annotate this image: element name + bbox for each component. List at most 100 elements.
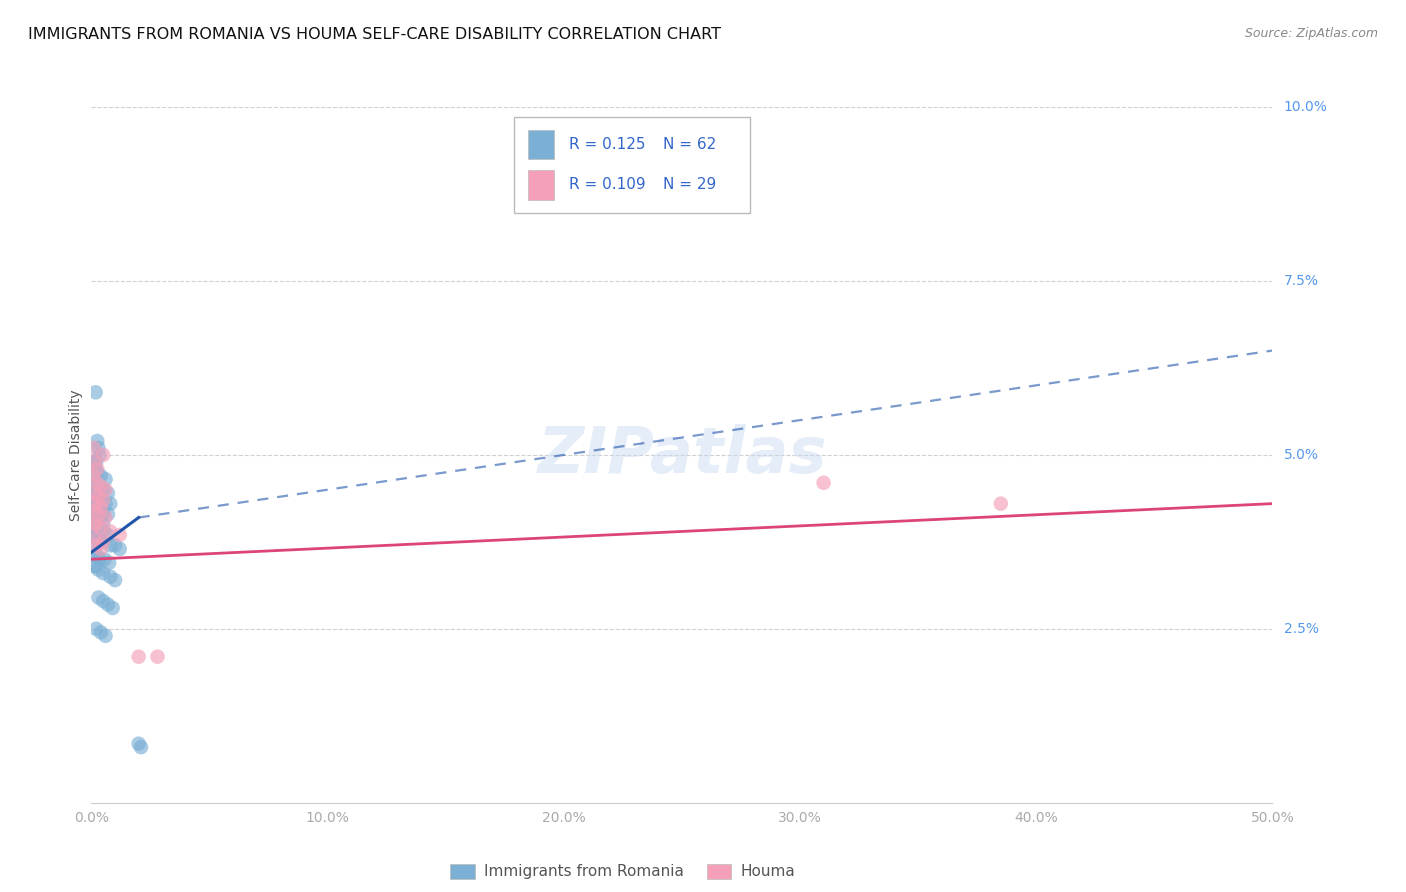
Point	[98, 570, 121, 584]
Point	[101, 601, 124, 615]
Point	[108, 541, 131, 556]
Point	[87, 534, 110, 549]
Point	[98, 556, 121, 570]
Point	[90, 625, 112, 640]
Text: ZIPatlas: ZIPatlas	[537, 424, 827, 486]
Text: R = 0.109: R = 0.109	[568, 178, 645, 193]
Point	[90, 541, 112, 556]
Text: 2.5%: 2.5%	[1284, 622, 1319, 636]
Point	[87, 514, 110, 528]
Point	[86, 434, 108, 448]
Point	[84, 475, 107, 490]
Point	[89, 448, 111, 462]
Point	[83, 521, 105, 535]
Point	[93, 552, 115, 566]
Point	[83, 500, 105, 514]
Point	[84, 497, 107, 511]
Point	[83, 441, 105, 455]
Point	[83, 490, 105, 504]
Point	[83, 559, 105, 574]
Point	[87, 524, 110, 539]
Point	[990, 497, 1012, 511]
Point	[94, 510, 117, 524]
Point	[84, 532, 107, 546]
Point	[90, 500, 112, 514]
Point	[86, 462, 108, 476]
Point	[87, 503, 110, 517]
FancyBboxPatch shape	[529, 130, 554, 159]
Point	[84, 490, 107, 504]
Point	[86, 493, 108, 508]
Point	[98, 524, 121, 539]
Text: 10.0%: 10.0%	[1284, 100, 1327, 114]
Point	[91, 534, 114, 549]
Point	[84, 545, 107, 559]
Point	[84, 532, 107, 546]
Text: N = 29: N = 29	[664, 178, 716, 193]
Point	[90, 521, 112, 535]
FancyBboxPatch shape	[515, 118, 751, 213]
Point	[83, 486, 105, 500]
Point	[97, 598, 120, 612]
Point	[813, 475, 835, 490]
Point	[84, 385, 107, 400]
Text: N = 62: N = 62	[664, 137, 716, 153]
Point	[83, 503, 105, 517]
Point	[146, 649, 169, 664]
Point	[84, 503, 107, 517]
Point	[83, 510, 105, 524]
Point	[104, 573, 127, 587]
Point	[97, 486, 120, 500]
Point	[98, 497, 121, 511]
Point	[128, 649, 150, 664]
Text: IMMIGRANTS FROM ROMANIA VS HOUMA SELF-CARE DISABILITY CORRELATION CHART: IMMIGRANTS FROM ROMANIA VS HOUMA SELF-CA…	[28, 27, 721, 42]
Point	[94, 483, 117, 497]
Point	[104, 538, 127, 552]
Point	[89, 552, 111, 566]
Point	[86, 549, 108, 563]
Point	[91, 507, 114, 521]
Point	[129, 740, 152, 755]
Point	[84, 622, 107, 636]
Text: Source: ZipAtlas.com: Source: ZipAtlas.com	[1244, 27, 1378, 40]
Point	[87, 490, 110, 504]
Point	[87, 563, 110, 577]
Point	[97, 507, 120, 521]
Point	[91, 534, 114, 549]
Point	[83, 475, 105, 490]
Legend: Immigrants from Romania, Houma: Immigrants from Romania, Houma	[444, 858, 801, 886]
Point	[83, 517, 105, 532]
Point	[90, 468, 112, 483]
Point	[94, 472, 117, 486]
Point	[91, 594, 114, 608]
Point	[84, 510, 107, 524]
Point	[94, 497, 117, 511]
Point	[91, 517, 114, 532]
Point	[84, 462, 107, 476]
Point	[83, 532, 105, 546]
Point	[84, 521, 107, 535]
Point	[83, 455, 105, 469]
Point	[84, 538, 107, 552]
Point	[128, 737, 150, 751]
Text: R = 0.125: R = 0.125	[568, 137, 645, 153]
Point	[86, 466, 108, 480]
Point	[87, 507, 110, 521]
Point	[87, 483, 110, 497]
Point	[91, 493, 114, 508]
Point	[90, 479, 112, 493]
Point	[94, 629, 117, 643]
Point	[90, 493, 112, 508]
FancyBboxPatch shape	[529, 170, 554, 200]
Point	[87, 441, 110, 455]
Point	[84, 455, 107, 469]
Point	[84, 517, 107, 532]
Y-axis label: Self-Care Disability: Self-Care Disability	[69, 389, 83, 521]
Text: 5.0%: 5.0%	[1284, 448, 1319, 462]
Point	[97, 528, 120, 542]
Point	[84, 479, 107, 493]
Point	[83, 468, 105, 483]
Point	[84, 559, 107, 574]
Point	[91, 448, 114, 462]
Text: 7.5%: 7.5%	[1284, 274, 1319, 288]
